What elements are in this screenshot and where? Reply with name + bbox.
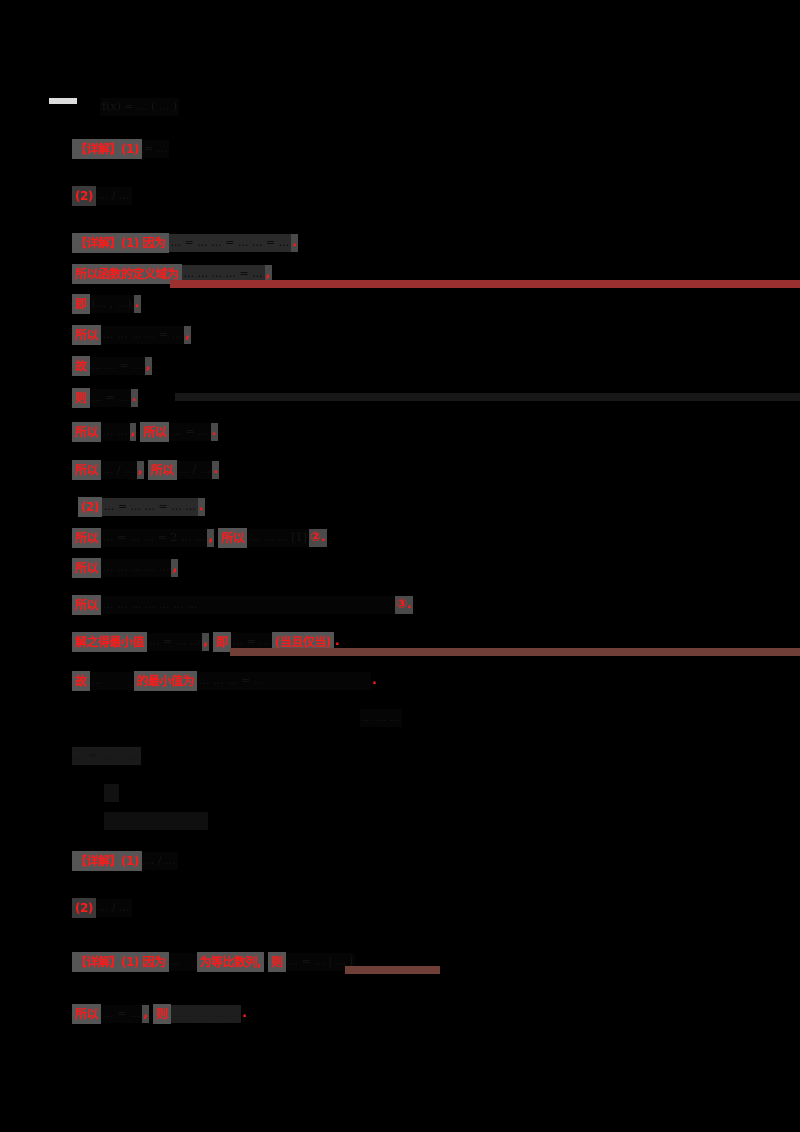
solution-row: 所以 ... = ... , 则 ... ... ... ... ... . xyxy=(72,1003,248,1025)
solution-row: 所以函数的定义域为 ... ... ... ... = ... , xyxy=(72,263,272,285)
solution-row: (2) ... = ... ... = ... ... . xyxy=(78,496,205,518)
header-formula-text: f(x) = ... ( ... ) xyxy=(100,98,180,116)
solution-row: 所以 ... ... ... ... ... ... ... ③. xyxy=(72,594,413,616)
solution-row: (2) ... / ... xyxy=(72,185,132,207)
formula: ... ... ... ... = ... xyxy=(101,326,185,344)
answer-label: 【详解】(1) xyxy=(72,139,142,159)
formula: ... ... ... ... = ... xyxy=(181,265,265,283)
answer-label: 【详解】(1) xyxy=(72,851,142,871)
solution-row: 所以 ... ... ... ... = ... , xyxy=(72,324,192,346)
formula: ... / ... xyxy=(95,187,132,205)
solution-row: 【详解】(1) = ... xyxy=(72,138,170,160)
formula: ... = ... ... = ... ... = ... xyxy=(168,234,292,252)
solution-row: 故 ... ... = ... , xyxy=(72,355,152,377)
domain-label: 所以函数的定义域为 xyxy=(72,264,182,284)
formula: ... = ... xyxy=(89,389,131,407)
highlight-band xyxy=(170,280,800,288)
solution-row: 所以 ... = ... ... = 2 ... ... , 所以 ... ..… xyxy=(72,527,327,549)
minimum-label: 解之得最小值 xyxy=(72,632,148,652)
formula-fragment: ... ... ... xyxy=(360,707,403,729)
part-label: (2) xyxy=(72,186,96,206)
solution-row: 所以 ... ... , 所以 ... = ... . xyxy=(72,421,218,443)
solution-row: 所以 ... ... ... ... ... , xyxy=(72,557,179,579)
solution-row: 则 ... = ... . xyxy=(72,387,138,409)
solution-row: 【详解】(1) 因为 ... 为等比数列, 则 ... = ... | ... … xyxy=(72,951,356,973)
highlight-band xyxy=(345,966,440,974)
divider-band xyxy=(175,393,800,401)
solution-row: 即 (... , ...) . xyxy=(72,293,141,315)
formula: = ... xyxy=(141,140,170,158)
condition-note: (当且仅当) xyxy=(271,632,334,652)
solution-row: 【详解】(1) 因为 ... = ... ... = ... ... = ...… xyxy=(72,232,299,254)
solution-row: 解之得最小值 ... = ... ... , 即 ... = ... (当且仅当… xyxy=(72,631,341,653)
formula-line: ... = ... ... ... ​​ xyxy=(72,745,145,767)
formula-bar xyxy=(49,98,78,104)
solution-row: 故 ... 的最小值为 ... ... ... = ... . xyxy=(72,670,378,692)
solution-row: (2) ... / ... xyxy=(72,897,132,919)
formula: ... ... = ... xyxy=(89,357,145,375)
highlight-band xyxy=(230,648,800,656)
formula-line: ... ... ... xyxy=(104,810,208,832)
solution-row: 所以 ... / ... , 所以 ... / ... . xyxy=(72,459,220,481)
explanation-label: 【详解】(1) 因为 xyxy=(72,952,169,972)
solution-row: 【详解】(1) ... / ... xyxy=(72,850,178,872)
explanation-label: 【详解】(1) 因为 xyxy=(72,233,169,253)
formula-line: ... xyxy=(104,782,119,804)
formula: (... , ...) xyxy=(89,295,134,313)
